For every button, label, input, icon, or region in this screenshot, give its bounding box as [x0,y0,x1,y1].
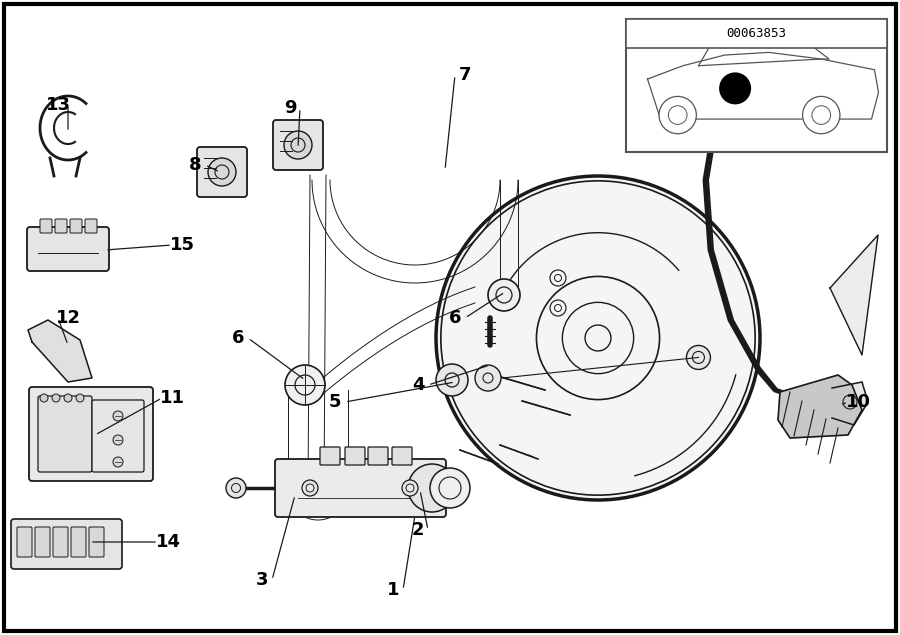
FancyBboxPatch shape [368,447,388,465]
FancyBboxPatch shape [11,519,122,569]
Circle shape [436,364,468,396]
Text: 7: 7 [459,66,472,84]
Circle shape [687,345,710,370]
Circle shape [803,97,840,134]
Circle shape [719,72,752,104]
Circle shape [475,365,501,391]
Polygon shape [647,53,878,119]
FancyBboxPatch shape [38,396,92,472]
Circle shape [408,464,456,512]
Bar [626,19,886,152]
FancyBboxPatch shape [392,447,412,465]
Text: 10: 10 [845,393,870,411]
FancyBboxPatch shape [275,459,446,517]
Circle shape [76,394,84,402]
Polygon shape [698,35,829,65]
FancyBboxPatch shape [89,527,104,557]
Text: 1: 1 [387,581,400,599]
Polygon shape [830,235,878,355]
FancyBboxPatch shape [35,527,50,557]
Text: 15: 15 [169,236,194,254]
Text: 14: 14 [156,533,181,551]
Circle shape [113,411,123,421]
FancyBboxPatch shape [53,527,68,557]
Text: 3: 3 [256,571,268,589]
Circle shape [402,480,418,496]
Circle shape [52,394,60,402]
Text: 12: 12 [56,309,80,327]
Text: 2: 2 [412,521,424,539]
Text: 9: 9 [284,99,296,117]
FancyBboxPatch shape [40,219,52,233]
Circle shape [208,158,236,186]
Polygon shape [778,375,862,438]
FancyBboxPatch shape [273,120,323,170]
Circle shape [718,60,734,76]
FancyBboxPatch shape [55,219,67,233]
Text: 6: 6 [232,329,244,347]
Polygon shape [832,382,868,425]
Circle shape [285,365,325,405]
FancyBboxPatch shape [197,147,247,197]
FancyBboxPatch shape [17,527,32,557]
FancyBboxPatch shape [71,527,86,557]
Text: 5: 5 [328,393,341,411]
Circle shape [113,457,123,467]
Circle shape [430,468,470,508]
Text: 00063853: 00063853 [726,27,786,40]
Text: 11: 11 [159,389,184,407]
Circle shape [659,97,697,134]
Circle shape [113,435,123,445]
FancyBboxPatch shape [29,387,153,481]
FancyBboxPatch shape [92,400,144,472]
FancyBboxPatch shape [320,447,340,465]
Circle shape [284,131,312,159]
Polygon shape [28,320,92,382]
FancyBboxPatch shape [85,219,97,233]
Circle shape [226,478,246,498]
Circle shape [436,176,760,500]
Bar [626,19,886,48]
Text: 6: 6 [449,309,461,327]
Circle shape [488,279,520,311]
Circle shape [64,394,72,402]
Text: 8: 8 [189,156,202,174]
FancyBboxPatch shape [690,40,762,96]
FancyBboxPatch shape [345,447,365,465]
Text: 4: 4 [412,376,424,394]
Circle shape [40,394,48,402]
Circle shape [713,83,723,93]
Circle shape [302,480,318,496]
Text: 13: 13 [46,96,70,114]
FancyBboxPatch shape [27,227,109,271]
FancyBboxPatch shape [70,219,82,233]
Circle shape [706,76,730,100]
